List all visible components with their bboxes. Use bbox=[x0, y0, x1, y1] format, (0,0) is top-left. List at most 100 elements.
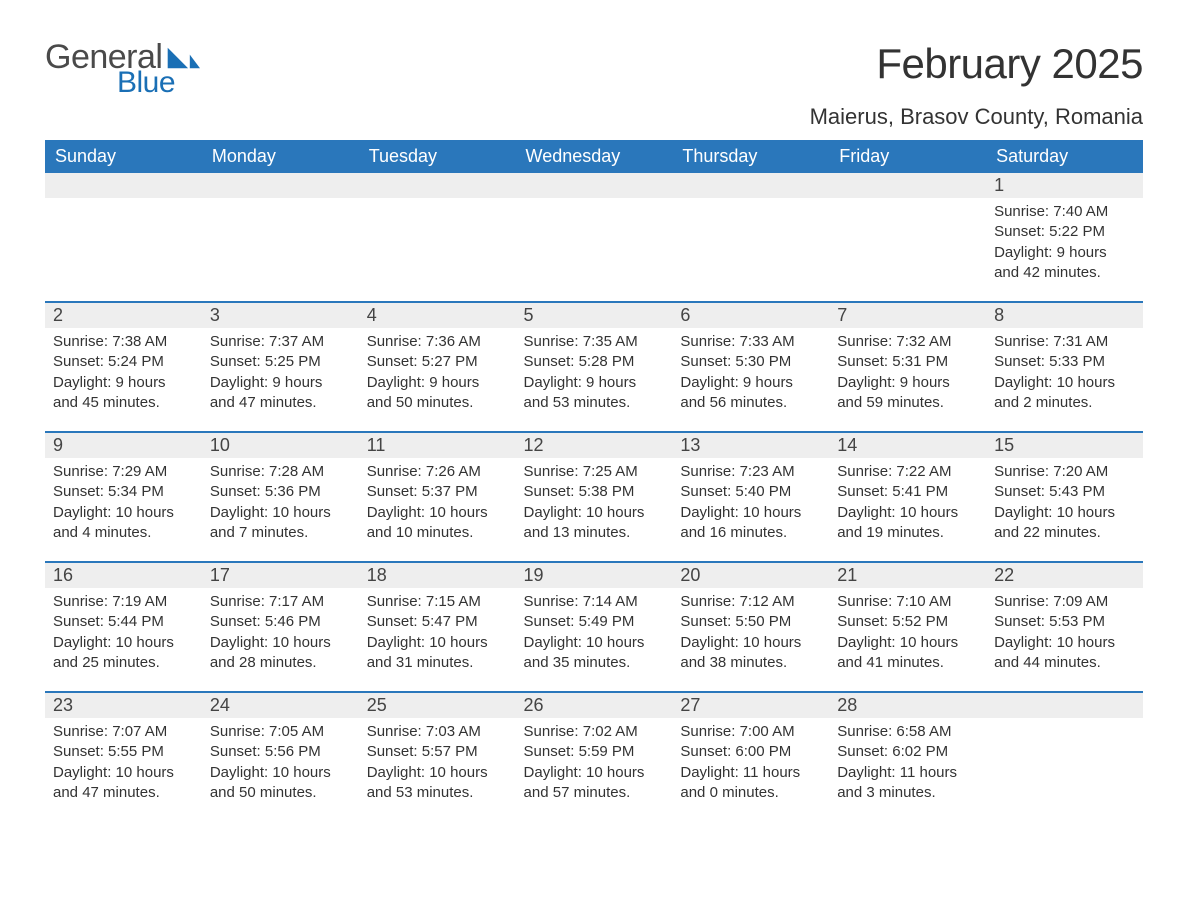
day-cell bbox=[986, 693, 1143, 821]
day-cell: 10Sunrise: 7:28 AMSunset: 5:36 PMDayligh… bbox=[202, 433, 359, 561]
day-details: Sunrise: 7:22 AMSunset: 5:41 PMDaylight:… bbox=[829, 458, 986, 551]
daylight-text: Daylight: 10 hours and 10 minutes. bbox=[367, 503, 508, 544]
day-number: 25 bbox=[359, 693, 516, 718]
day-cell: 8Sunrise: 7:31 AMSunset: 5:33 PMDaylight… bbox=[986, 303, 1143, 431]
sunset-text: Sunset: 5:43 PM bbox=[994, 482, 1135, 502]
sunrise-text: Sunrise: 7:33 AM bbox=[680, 332, 821, 352]
daylight-text: Daylight: 10 hours and 13 minutes. bbox=[524, 503, 665, 544]
sunset-text: Sunset: 5:55 PM bbox=[53, 742, 194, 762]
sunrise-text: Sunrise: 7:17 AM bbox=[210, 592, 351, 612]
sunset-text: Sunset: 5:53 PM bbox=[994, 612, 1135, 632]
day-details: Sunrise: 7:31 AMSunset: 5:33 PMDaylight:… bbox=[986, 328, 1143, 421]
weekday-header: Saturday bbox=[986, 140, 1143, 173]
daylight-text: Daylight: 10 hours and 35 minutes. bbox=[524, 633, 665, 674]
day-number: 4 bbox=[359, 303, 516, 328]
day-number: 1 bbox=[986, 173, 1143, 198]
day-number bbox=[45, 173, 202, 198]
day-number: 20 bbox=[672, 563, 829, 588]
day-cell: 17Sunrise: 7:17 AMSunset: 5:46 PMDayligh… bbox=[202, 563, 359, 691]
day-number bbox=[202, 173, 359, 198]
day-details: Sunrise: 7:28 AMSunset: 5:36 PMDaylight:… bbox=[202, 458, 359, 551]
weekday-header: Sunday bbox=[45, 140, 202, 173]
day-cell: 9Sunrise: 7:29 AMSunset: 5:34 PMDaylight… bbox=[45, 433, 202, 561]
header: General Blue February 2025 Maierus, Bras… bbox=[45, 40, 1143, 130]
day-cell: 19Sunrise: 7:14 AMSunset: 5:49 PMDayligh… bbox=[516, 563, 673, 691]
day-details: Sunrise: 7:20 AMSunset: 5:43 PMDaylight:… bbox=[986, 458, 1143, 551]
location: Maierus, Brasov County, Romania bbox=[810, 104, 1143, 130]
day-cell: 5Sunrise: 7:35 AMSunset: 5:28 PMDaylight… bbox=[516, 303, 673, 431]
day-details: Sunrise: 7:23 AMSunset: 5:40 PMDaylight:… bbox=[672, 458, 829, 551]
day-cell: 1Sunrise: 7:40 AMSunset: 5:22 PMDaylight… bbox=[986, 173, 1143, 301]
day-number: 2 bbox=[45, 303, 202, 328]
sunrise-text: Sunrise: 7:32 AM bbox=[837, 332, 978, 352]
day-cell: 25Sunrise: 7:03 AMSunset: 5:57 PMDayligh… bbox=[359, 693, 516, 821]
sunset-text: Sunset: 5:49 PM bbox=[524, 612, 665, 632]
day-number: 16 bbox=[45, 563, 202, 588]
day-details bbox=[829, 198, 986, 210]
day-details: Sunrise: 7:38 AMSunset: 5:24 PMDaylight:… bbox=[45, 328, 202, 421]
daylight-text: Daylight: 10 hours and 22 minutes. bbox=[994, 503, 1135, 544]
sunrise-text: Sunrise: 7:36 AM bbox=[367, 332, 508, 352]
sunset-text: Sunset: 5:28 PM bbox=[524, 352, 665, 372]
sunrise-text: Sunrise: 7:14 AM bbox=[524, 592, 665, 612]
day-details: Sunrise: 7:26 AMSunset: 5:37 PMDaylight:… bbox=[359, 458, 516, 551]
daylight-text: Daylight: 10 hours and 28 minutes. bbox=[210, 633, 351, 674]
day-details: Sunrise: 7:37 AMSunset: 5:25 PMDaylight:… bbox=[202, 328, 359, 421]
sunrise-text: Sunrise: 6:58 AM bbox=[837, 722, 978, 742]
day-details: Sunrise: 7:32 AMSunset: 5:31 PMDaylight:… bbox=[829, 328, 986, 421]
day-cell: 20Sunrise: 7:12 AMSunset: 5:50 PMDayligh… bbox=[672, 563, 829, 691]
daylight-text: Daylight: 10 hours and 25 minutes. bbox=[53, 633, 194, 674]
day-number: 13 bbox=[672, 433, 829, 458]
daylight-text: Daylight: 11 hours and 0 minutes. bbox=[680, 763, 821, 804]
sunset-text: Sunset: 5:38 PM bbox=[524, 482, 665, 502]
day-cell: 22Sunrise: 7:09 AMSunset: 5:53 PMDayligh… bbox=[986, 563, 1143, 691]
day-cell bbox=[202, 173, 359, 301]
brand-logo: General Blue bbox=[45, 40, 200, 98]
sunrise-text: Sunrise: 7:26 AM bbox=[367, 462, 508, 482]
sunset-text: Sunset: 6:02 PM bbox=[837, 742, 978, 762]
day-details: Sunrise: 7:40 AMSunset: 5:22 PMDaylight:… bbox=[986, 198, 1143, 291]
sunset-text: Sunset: 5:46 PM bbox=[210, 612, 351, 632]
weekday-row: Sunday Monday Tuesday Wednesday Thursday… bbox=[45, 140, 1143, 173]
day-details: Sunrise: 7:00 AMSunset: 6:00 PMDaylight:… bbox=[672, 718, 829, 811]
day-number bbox=[829, 173, 986, 198]
daylight-text: Daylight: 11 hours and 3 minutes. bbox=[837, 763, 978, 804]
day-number bbox=[516, 173, 673, 198]
daylight-text: Daylight: 9 hours and 56 minutes. bbox=[680, 373, 821, 414]
day-details: Sunrise: 7:07 AMSunset: 5:55 PMDaylight:… bbox=[45, 718, 202, 811]
day-number: 24 bbox=[202, 693, 359, 718]
week-row: 9Sunrise: 7:29 AMSunset: 5:34 PMDaylight… bbox=[45, 433, 1143, 561]
day-cell: 16Sunrise: 7:19 AMSunset: 5:44 PMDayligh… bbox=[45, 563, 202, 691]
daylight-text: Daylight: 9 hours and 47 minutes. bbox=[210, 373, 351, 414]
day-details: Sunrise: 7:03 AMSunset: 5:57 PMDaylight:… bbox=[359, 718, 516, 811]
day-details bbox=[359, 198, 516, 210]
sunset-text: Sunset: 5:30 PM bbox=[680, 352, 821, 372]
sunrise-text: Sunrise: 7:37 AM bbox=[210, 332, 351, 352]
sunset-text: Sunset: 6:00 PM bbox=[680, 742, 821, 762]
sunset-text: Sunset: 5:22 PM bbox=[994, 222, 1135, 242]
day-details bbox=[516, 198, 673, 210]
sunrise-text: Sunrise: 7:03 AM bbox=[367, 722, 508, 742]
sunset-text: Sunset: 5:52 PM bbox=[837, 612, 978, 632]
daylight-text: Daylight: 10 hours and 16 minutes. bbox=[680, 503, 821, 544]
day-cell bbox=[672, 173, 829, 301]
daylight-text: Daylight: 10 hours and 47 minutes. bbox=[53, 763, 194, 804]
sunrise-text: Sunrise: 7:22 AM bbox=[837, 462, 978, 482]
day-number bbox=[359, 173, 516, 198]
sunset-text: Sunset: 5:33 PM bbox=[994, 352, 1135, 372]
day-details: Sunrise: 7:29 AMSunset: 5:34 PMDaylight:… bbox=[45, 458, 202, 551]
sunset-text: Sunset: 5:47 PM bbox=[367, 612, 508, 632]
day-details: Sunrise: 7:15 AMSunset: 5:47 PMDaylight:… bbox=[359, 588, 516, 681]
weekday-header: Friday bbox=[829, 140, 986, 173]
day-cell: 4Sunrise: 7:36 AMSunset: 5:27 PMDaylight… bbox=[359, 303, 516, 431]
day-number: 6 bbox=[672, 303, 829, 328]
weekday-header: Tuesday bbox=[359, 140, 516, 173]
daylight-text: Daylight: 10 hours and 53 minutes. bbox=[367, 763, 508, 804]
daylight-text: Daylight: 10 hours and 19 minutes. bbox=[837, 503, 978, 544]
day-number: 21 bbox=[829, 563, 986, 588]
brand-part2: Blue bbox=[117, 68, 175, 98]
day-cell: 2Sunrise: 7:38 AMSunset: 5:24 PMDaylight… bbox=[45, 303, 202, 431]
sunset-text: Sunset: 5:31 PM bbox=[837, 352, 978, 372]
sunset-text: Sunset: 5:44 PM bbox=[53, 612, 194, 632]
day-details: Sunrise: 7:05 AMSunset: 5:56 PMDaylight:… bbox=[202, 718, 359, 811]
